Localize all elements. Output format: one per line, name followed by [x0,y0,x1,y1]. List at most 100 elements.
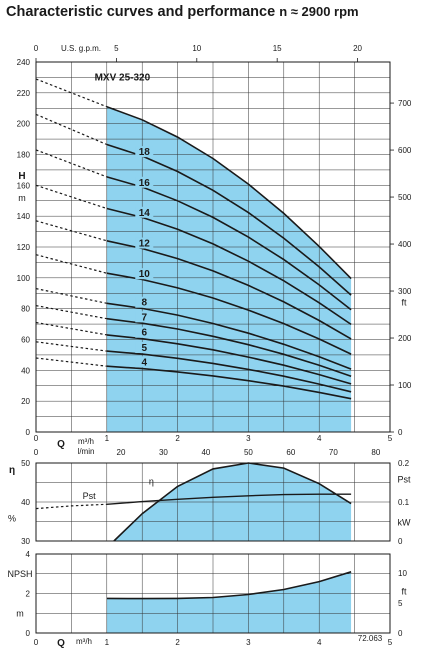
x-tick-label: 1 [105,434,110,443]
y-tick-label: 140 [17,212,31,221]
pst-tick-label: 0.1 [398,498,410,507]
y-tick-label: 80 [21,305,30,314]
x-tick-label: 4 [317,434,322,443]
y-right-unit: ft [401,298,407,308]
y-tick-label: 0 [26,428,31,437]
eta-axis-label: η [9,465,15,476]
eta-tick-label: 30 [21,537,30,546]
curve-label-bg [135,146,154,158]
head-curve-solid [106,334,352,385]
curve-label: 6 [141,328,147,339]
eta-tick-label: 50 [21,459,30,468]
operating-range-fill [106,106,352,432]
top-tick-label: 5 [114,44,119,53]
y-right-tick-label: 600 [398,146,412,155]
power-curve-solid [106,493,352,505]
head-curve-solid [106,302,352,370]
npsh-curve [106,571,352,600]
head-curve-dashed [35,184,107,210]
chart-subtitle: n ≈ 2900 rpm [279,4,359,19]
y-right-tick-label: 400 [398,240,412,249]
plot-frame [35,61,391,433]
chart-title: Characteristic curves and performance [6,4,276,20]
x-unit-secondary: l/min [78,447,95,456]
y-tick-label: 220 [17,89,31,98]
head-curve-solid [106,317,352,377]
y-axis-unit: m [18,193,26,203]
curve-label-bg [135,311,154,323]
curve-label: 18 [139,147,151,158]
curve-label: 7 [141,312,147,323]
npsh-x-tick-label: 1 [105,638,110,647]
npsh-x-tick-label: 2 [175,638,180,647]
y-right-tick-label: 0 [398,428,403,437]
eta-axis-unit: % [8,514,16,524]
npsh-fill [106,571,352,633]
y-right-tick-label: 300 [398,287,412,296]
x-lmin-tick-label: 30 [159,448,168,457]
y-right-tick-label: 100 [398,381,412,390]
head-curve-dashed [35,321,107,336]
plot-frame [35,553,391,634]
page-title: Characteristic curves and performance n … [6,4,359,20]
curve-label: 16 [139,178,151,189]
curve-label-bg [135,176,154,188]
curve-label: 12 [139,239,151,250]
y-tick-label: 20 [21,397,30,406]
pst-axis-label: Pst [397,475,411,485]
head-curve-dashed [35,357,107,367]
head-curve-dashed [35,288,107,304]
efficiency-curve [113,462,352,542]
y-tick-label: 100 [17,274,31,283]
npsh-tick-label: 2 [26,590,31,599]
x-tick-label: 5 [388,434,393,443]
curve-label: 5 [141,343,147,354]
npsh-right-tick-label: 0 [398,629,403,638]
head-curve-solid [106,105,352,280]
plot-frame [35,462,391,542]
x-unit-primary: m³/h [78,437,94,446]
npsh-x-tick-label: 0 [34,638,39,647]
curve-label-bg [135,206,154,218]
curve-label-bg [135,237,154,249]
curve-label: 8 [141,298,147,309]
y-tick-label: 160 [17,181,31,190]
head-curve-solid [106,143,352,296]
curve-label-bg [135,341,154,353]
head-curve-solid [106,176,352,311]
top-tick-label: 0 [34,44,39,53]
head-curve-dashed [35,220,107,242]
head-curve-dashed [35,341,107,352]
x-lmin-tick-label: 80 [371,448,380,457]
y-tick-label: 120 [17,243,31,252]
y-tick-label: 180 [17,151,31,160]
curve-label: 10 [139,269,151,280]
x-tick-label: 2 [175,434,180,443]
top-axis-label: U.S. g.p.m. [61,44,101,53]
x-lmin-tick-label: 20 [117,448,126,457]
x-lmin-tick-label: 70 [329,448,338,457]
npsh-x-tick-label: 3 [246,638,251,647]
curve-label-bg [135,326,154,338]
figure-code: 72.063 [358,634,383,643]
curve-label-bg [135,296,154,308]
top-tick-label: 15 [273,44,282,53]
power-series-label: Pst [83,491,97,501]
npsh-right-tick-label: 10 [398,569,407,578]
npsh-tick-label: 4 [26,550,31,559]
npsh-x-label: Q [57,638,65,649]
head-curve-dashed [35,254,107,274]
npsh-x-unit: m³/h [76,637,92,646]
efficiency-series-label: η [149,476,154,486]
npsh-x-tick-label: 4 [317,638,322,647]
x-lmin-tick-label: 40 [201,448,210,457]
x-axis-label: Q [57,439,65,450]
y-tick-label: 40 [21,366,30,375]
x-lmin-tick-label: 60 [286,448,295,457]
npsh-x-tick-label: 5 [388,638,393,647]
npsh-right-unit: ft [401,586,407,596]
x-lmin-tick-label: 0 [34,448,39,457]
curve-label-bg [135,356,154,368]
x-tick-label: 0 [34,434,39,443]
